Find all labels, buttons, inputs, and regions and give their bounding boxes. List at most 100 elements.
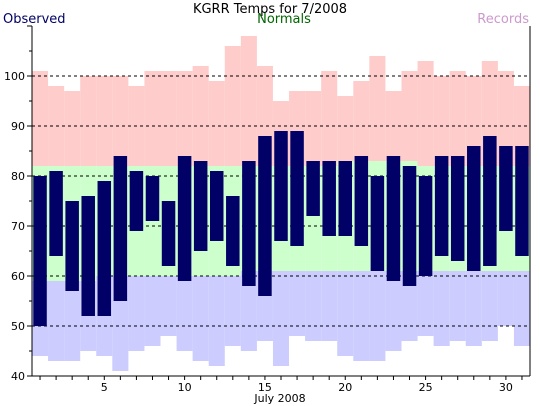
record-low-band xyxy=(385,271,402,351)
observed-bar xyxy=(370,176,385,271)
record-low-band xyxy=(497,271,514,326)
record-high-band xyxy=(417,61,434,166)
observed-bar xyxy=(434,156,449,256)
record-low-band xyxy=(433,271,450,346)
observed-bar xyxy=(65,201,79,291)
x-axis-label: July 2008 xyxy=(253,392,305,405)
record-low-band xyxy=(321,271,338,341)
record-low-band xyxy=(449,271,466,341)
chart-title: KGRR Temps for 7/2008 xyxy=(193,2,347,17)
record-low-band xyxy=(401,271,418,341)
record-high-band xyxy=(305,91,322,166)
y-tick-label: 70 xyxy=(11,220,25,233)
record-high-band xyxy=(144,71,161,166)
record-high-band xyxy=(401,71,418,161)
record-low-band xyxy=(465,271,482,346)
legend-observed: Observed xyxy=(3,12,66,27)
observed-bar xyxy=(499,146,513,231)
record-low-band xyxy=(305,271,322,341)
observed-bar xyxy=(483,136,497,266)
record-high-band xyxy=(64,91,81,166)
observed-bar xyxy=(97,181,112,316)
observed-bar xyxy=(129,171,144,231)
record-high-band xyxy=(240,36,257,166)
record-high-band xyxy=(32,71,49,166)
x-tick-label: 15 xyxy=(258,381,272,394)
record-low-band xyxy=(160,276,177,336)
observed-bar xyxy=(49,171,63,256)
observed-bar xyxy=(386,156,401,281)
record-high-band xyxy=(369,56,386,161)
observed-bar xyxy=(515,146,529,256)
record-low-band xyxy=(513,271,530,346)
y-tick-label: 40 xyxy=(11,370,25,383)
observed-bar xyxy=(226,196,240,266)
record-low-band xyxy=(208,276,225,366)
record-low-band xyxy=(48,281,65,361)
observed-bar xyxy=(81,196,95,316)
y-tick-label: 100 xyxy=(4,70,25,83)
y-tick-label: 60 xyxy=(11,270,25,283)
record-low-band xyxy=(369,271,386,361)
record-low-band xyxy=(481,271,498,341)
record-high-band xyxy=(160,71,177,166)
observed-bar xyxy=(161,201,176,266)
record-low-band xyxy=(224,276,241,346)
record-high-band xyxy=(321,71,338,166)
record-high-band xyxy=(176,71,193,166)
legend-normals: Normals xyxy=(257,12,311,27)
record-low-band xyxy=(128,276,145,351)
record-low-band xyxy=(192,276,209,361)
record-high-band xyxy=(433,76,450,166)
y-tick-label: 90 xyxy=(11,120,25,133)
observed-bar xyxy=(338,161,353,236)
record-high-band xyxy=(96,76,113,166)
record-low-band xyxy=(64,281,81,361)
observed-bar xyxy=(242,161,256,286)
record-low-band xyxy=(337,271,354,356)
record-low-band xyxy=(417,271,434,336)
observed-bar xyxy=(177,156,192,281)
observed-bar xyxy=(290,131,304,246)
observed-bar xyxy=(33,176,47,326)
plot-area: 40 50 60 70 80 90 100 5 10 15 20 25 30 xyxy=(4,25,531,394)
record-high-band xyxy=(192,66,209,166)
record-low-band xyxy=(144,276,161,346)
x-tick-label: 25 xyxy=(419,381,433,394)
record-low-band xyxy=(240,271,257,351)
legend-records: Records xyxy=(477,12,529,27)
observed-bar xyxy=(450,156,465,261)
x-tick-label: 20 xyxy=(338,381,352,394)
record-high-band xyxy=(449,71,466,166)
x-tick-label: 5 xyxy=(101,381,108,394)
record-high-band xyxy=(353,81,370,161)
record-high-band xyxy=(337,96,354,161)
y-tick-label: 80 xyxy=(11,170,25,183)
record-high-band xyxy=(497,71,514,166)
observed-bar xyxy=(193,161,208,251)
observed-bar xyxy=(306,161,320,216)
observed-bar xyxy=(113,156,128,301)
observed-bar xyxy=(467,146,481,271)
record-high-band xyxy=(465,76,482,166)
record-high-band xyxy=(224,46,241,166)
observed-bar xyxy=(354,156,369,246)
record-low-band xyxy=(353,271,370,361)
record-low-band xyxy=(272,271,290,366)
observed-bar xyxy=(322,161,336,236)
x-tick-label: 10 xyxy=(178,381,192,394)
record-high-band xyxy=(80,76,97,166)
observed-bar xyxy=(258,136,272,296)
y-tick-label: 50 xyxy=(11,320,25,333)
observed-bar xyxy=(274,131,288,241)
record-high-band xyxy=(112,76,129,166)
observed-bar xyxy=(402,166,417,286)
observed-bar xyxy=(145,176,160,221)
observed-bar xyxy=(209,171,224,241)
record-low-band xyxy=(176,276,193,351)
record-high-band xyxy=(208,81,225,166)
record-low-band xyxy=(289,271,306,336)
observed-bar xyxy=(418,176,433,276)
x-tick-label: 30 xyxy=(499,381,513,394)
